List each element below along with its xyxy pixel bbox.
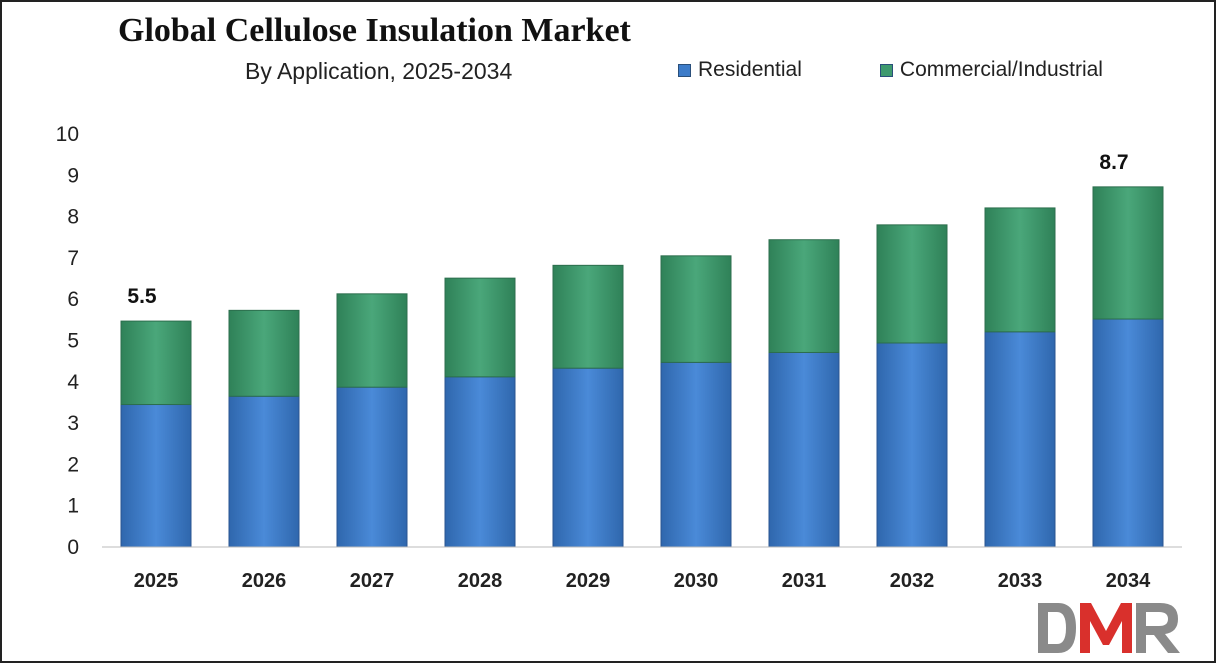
legend-label-residential: Residential (698, 58, 802, 81)
bar-residential-2034 (1092, 318, 1164, 548)
legend-swatch-residential (678, 63, 691, 77)
x-axis: 2025 2026 2027 2028 2029 2030 2031 2032 2033 2034 (134, 570, 1151, 592)
bar-commercial-industrial-2028 (444, 277, 516, 378)
legend-item-residential: Residential (678, 58, 802, 82)
bar-residential-2030 (660, 361, 732, 548)
chart-title: Global Cellulose Insulation Market (118, 12, 631, 49)
y-tick-label-10: 10 (56, 123, 79, 146)
legend-swatch-commercial-industrial (879, 63, 893, 77)
y-tick-label-2: 2 (67, 453, 79, 476)
chart-subtitle: By Application, 2025-2034 (245, 58, 513, 84)
bar-commercial-industrial-2029 (552, 264, 624, 369)
logo-letter-r (1136, 603, 1180, 653)
bars (120, 186, 1164, 548)
legend: Residential Commercial/Industrial (678, 58, 1181, 82)
bar-commercial-industrial-2034 (1092, 186, 1164, 320)
y-tick-label-5: 5 (67, 330, 79, 353)
dmr-logo (1038, 603, 1180, 653)
y-tick-label-3: 3 (67, 412, 79, 435)
bar-residential-2032 (876, 342, 948, 548)
x-tick-label-2026: 2026 (242, 570, 287, 592)
y-axis: 0 1 2 3 4 5 6 7 8 9 10 (56, 123, 80, 559)
x-tick-label-2034: 2034 (1106, 570, 1151, 592)
bar-commercial-industrial-2025 (120, 320, 192, 406)
x-tick-label-2033: 2033 (998, 570, 1043, 592)
y-tick-label-0: 0 (67, 536, 79, 559)
legend-label-commercial-industrial: Commercial/Industrial (899, 58, 1103, 81)
bar-residential-2028 (444, 376, 516, 548)
bar-commercial-industrial-2026 (228, 309, 300, 397)
x-tick-label-2032: 2032 (890, 570, 935, 592)
x-tick-label-2028: 2028 (458, 570, 503, 592)
x-tick-label-2025: 2025 (134, 570, 179, 592)
total-label-2034: 8.7 (1099, 151, 1128, 174)
total-labels: 5.5 8.7 (127, 151, 1128, 308)
y-tick-label-4: 4 (67, 371, 79, 394)
y-tick-label-9: 9 (67, 164, 79, 187)
y-tick-label-6: 6 (67, 288, 79, 311)
bar-residential-2025 (120, 404, 192, 548)
total-label-2025: 5.5 (127, 285, 157, 308)
bar-commercial-industrial-2033 (984, 207, 1056, 333)
x-tick-label-2027: 2027 (350, 570, 395, 592)
bar-commercial-industrial-2032 (876, 224, 948, 344)
bar-commercial-industrial-2031 (768, 239, 840, 353)
bar-commercial-industrial-2030 (660, 255, 732, 363)
x-tick-label-2031: 2031 (782, 570, 827, 592)
y-tick-label-1: 1 (67, 495, 79, 518)
y-tick-label-8: 8 (67, 206, 79, 229)
bar-residential-2031 (768, 351, 840, 548)
bar-residential-2026 (228, 395, 300, 548)
x-tick-label-2029: 2029 (566, 570, 611, 592)
y-tick-label-7: 7 (67, 247, 79, 270)
bar-residential-2027 (336, 386, 408, 548)
x-tick-label-2030: 2030 (674, 570, 719, 592)
logo-letter-d (1038, 603, 1076, 653)
bar-commercial-industrial-2027 (336, 293, 408, 388)
bar-residential-2033 (984, 331, 1056, 548)
logo-letter-m (1080, 603, 1132, 653)
legend-item-commercial-industrial: Commercial/Industrial (879, 58, 1103, 82)
bar-residential-2029 (552, 367, 624, 548)
